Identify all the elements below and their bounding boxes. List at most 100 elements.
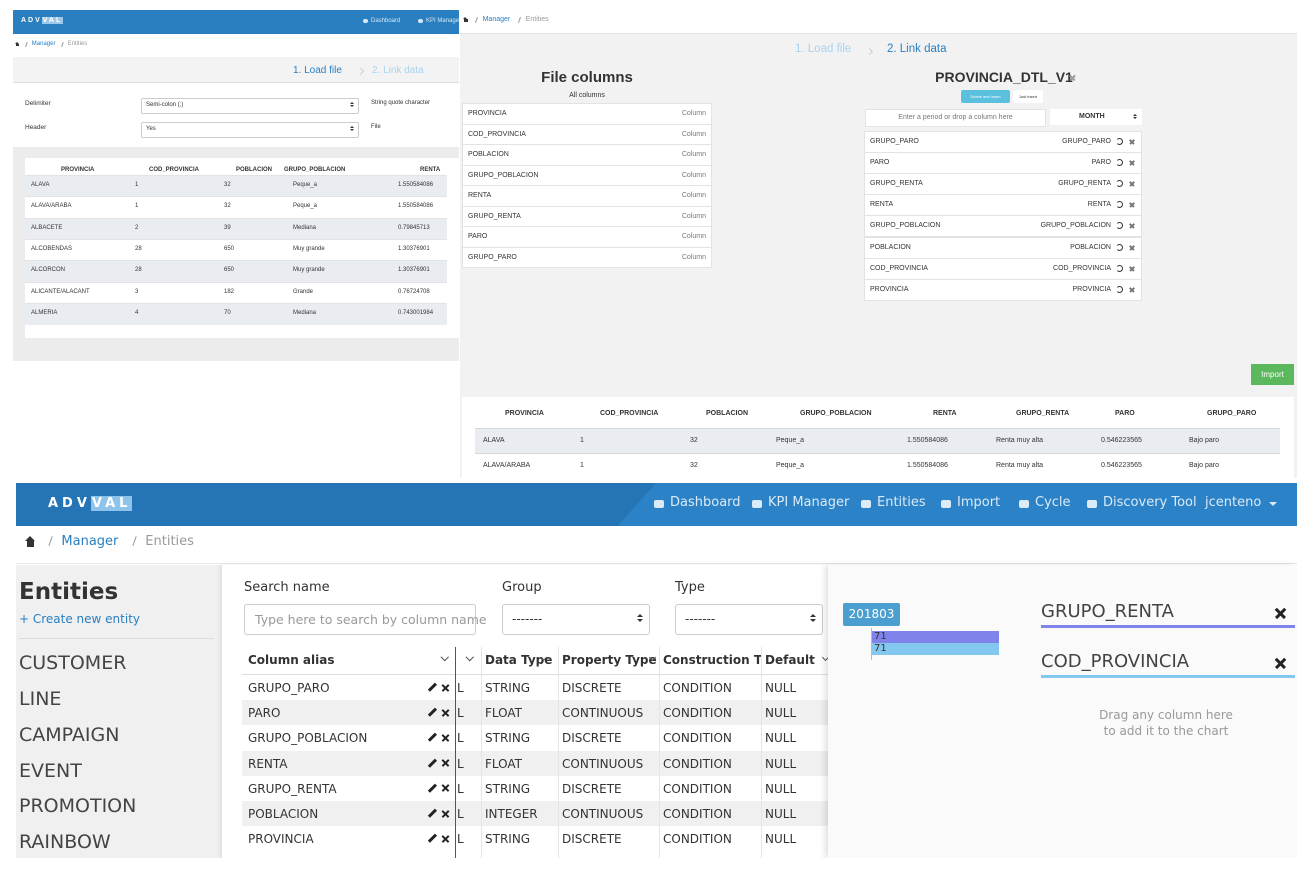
table-cell: ALAVA bbox=[31, 182, 50, 188]
table-cell: STRING bbox=[485, 681, 531, 695]
pencil-icon bbox=[427, 783, 437, 793]
updown-icon bbox=[637, 614, 646, 623]
button-primary[interactable]: Delete and insert bbox=[961, 90, 1010, 103]
table-cell: Muy grande bbox=[293, 245, 325, 252]
table-cell: DISCRETE bbox=[562, 781, 622, 796]
nav-item[interactable]: Dashboard bbox=[371, 18, 401, 24]
x-icon bbox=[441, 809, 450, 818]
entity-title: PROVINCIA_DTL_V1 bbox=[935, 69, 1073, 85]
nav-item[interactable]: Entities bbox=[877, 495, 926, 510]
mapping-target: PROVINCIA bbox=[870, 285, 909, 293]
file-column[interactable]: RENTA Column bbox=[462, 185, 712, 207]
column-header: PROVINCIA bbox=[505, 410, 544, 417]
import-button[interactable]: Import bbox=[1251, 364, 1294, 385]
pencil-icon bbox=[427, 732, 437, 742]
x-icon bbox=[441, 733, 450, 742]
table-cell: NULL bbox=[765, 731, 797, 746]
chev-down-icon bbox=[465, 652, 474, 663]
nav-item[interactable]: KPI Manage bbox=[426, 18, 459, 24]
table-cell: 1.550584086 bbox=[398, 182, 434, 188]
icon-stroke bbox=[1116, 180, 1123, 188]
entity-item[interactable]: RAINBOW bbox=[19, 831, 111, 853]
table-cell: NULL bbox=[765, 681, 797, 695]
updown-icon bbox=[350, 102, 356, 108]
table-row bbox=[242, 700, 828, 726]
filter-label: Group bbox=[502, 580, 542, 595]
icon-down bbox=[1133, 117, 1137, 119]
pencil-icon bbox=[427, 833, 437, 843]
table-cell: L bbox=[457, 681, 464, 695]
period-select[interactable]: MONTH bbox=[1050, 109, 1142, 125]
table-cell: CONTINUOUS bbox=[562, 756, 644, 771]
nav-item[interactable]: Dashboard bbox=[670, 495, 741, 510]
field-label: String quote character bbox=[371, 100, 431, 106]
undo-icon bbox=[1116, 285, 1124, 294]
entity-item[interactable]: LINE bbox=[19, 688, 62, 710]
dot-icon bbox=[1019, 498, 1031, 510]
table-cell: NULL bbox=[765, 706, 797, 721]
breadcrumb-link[interactable]: Manager bbox=[482, 16, 511, 23]
icon-stroke bbox=[427, 783, 437, 793]
dot-icon bbox=[654, 498, 666, 510]
table-row bbox=[242, 775, 828, 801]
select[interactable]: ------- bbox=[502, 604, 650, 635]
table-cell: Renta muy alta bbox=[996, 462, 1044, 469]
entity-item[interactable]: EVENT bbox=[19, 760, 82, 782]
search-input[interactable]: Type here to search by column name bbox=[244, 604, 487, 635]
step-bar bbox=[13, 57, 459, 83]
mapping-row: GRUPO_POBLACION GRUPO_POBLACION bbox=[864, 215, 1142, 238]
bar bbox=[872, 643, 1000, 655]
file-column[interactable]: GRUPO_POBLACION Column bbox=[462, 164, 712, 186]
column-header: GRUPO_POBLACION bbox=[284, 167, 346, 173]
nav-item[interactable]: KPI Manager bbox=[768, 495, 850, 510]
select[interactable]: Yes bbox=[141, 122, 359, 138]
entity-item[interactable]: CUSTOMER bbox=[19, 652, 127, 674]
column-kind: Column bbox=[681, 253, 706, 261]
icon-stroke bbox=[25, 41, 29, 47]
icon-down bbox=[637, 618, 643, 622]
nav-user[interactable]: jcenteno bbox=[1205, 495, 1262, 510]
column-header: RENTA bbox=[420, 167, 441, 173]
file-column[interactable]: GRUPO_RENTA Column bbox=[462, 205, 712, 227]
x-icon bbox=[1069, 74, 1076, 81]
breadcrumb-current: Entities bbox=[67, 41, 88, 47]
field-label: Delimiter bbox=[25, 100, 51, 107]
file-column[interactable]: PROVINCIA Column bbox=[462, 103, 712, 125]
column-header: GRUPO_RENTA bbox=[1016, 410, 1070, 417]
slash-icon bbox=[517, 16, 523, 23]
table-cell: 1 bbox=[580, 462, 584, 469]
breadcrumb-link[interactable]: Manager bbox=[31, 41, 56, 47]
updown-icon bbox=[350, 126, 356, 132]
table-cell: L bbox=[457, 832, 464, 847]
create-link[interactable]: + Create new entity bbox=[19, 612, 141, 626]
home-icon bbox=[463, 16, 469, 23]
select[interactable]: ------- bbox=[675, 604, 823, 635]
button-default[interactable]: Just insert bbox=[1013, 90, 1043, 103]
nav-item[interactable]: Discovery Tool bbox=[1103, 495, 1197, 510]
table-row bbox=[242, 801, 828, 826]
nav-item[interactable]: Import bbox=[957, 495, 1001, 510]
period-input[interactable]: Enter a period or drop a column here bbox=[865, 109, 1046, 127]
file-column[interactable]: COD_PROVINCIA Column bbox=[462, 123, 712, 145]
icon-stroke bbox=[865, 47, 874, 55]
column-header: Property Type bbox=[562, 653, 657, 667]
icon-roof bbox=[15, 41, 19, 44]
entity-item[interactable]: CAMPAIGN bbox=[19, 724, 120, 746]
mapping-row: PARO PARO bbox=[864, 152, 1142, 175]
file-column[interactable]: PARO Column bbox=[462, 226, 712, 248]
nav-item[interactable]: Cycle bbox=[1035, 495, 1071, 510]
select[interactable]: Semi-colon (;) bbox=[141, 98, 359, 114]
icon-body bbox=[861, 499, 871, 509]
x-icon bbox=[441, 708, 450, 717]
table-cell: STRING bbox=[485, 781, 531, 796]
chart-panel bbox=[828, 565, 1297, 858]
breadcrumb-link[interactable]: Manager bbox=[61, 534, 119, 549]
table-cell: 650 bbox=[224, 267, 235, 274]
mapping-source: RENTA bbox=[1087, 201, 1111, 209]
file-column[interactable]: POBLACION Column bbox=[462, 144, 712, 166]
column-header: GRUPO_POBLACION bbox=[800, 410, 872, 417]
file-column[interactable]: GRUPO_PARO Column bbox=[462, 246, 712, 268]
x-icon bbox=[1274, 606, 1287, 619]
entity-item[interactable]: PROMOTION bbox=[19, 795, 137, 817]
pencil-icon bbox=[427, 808, 437, 818]
